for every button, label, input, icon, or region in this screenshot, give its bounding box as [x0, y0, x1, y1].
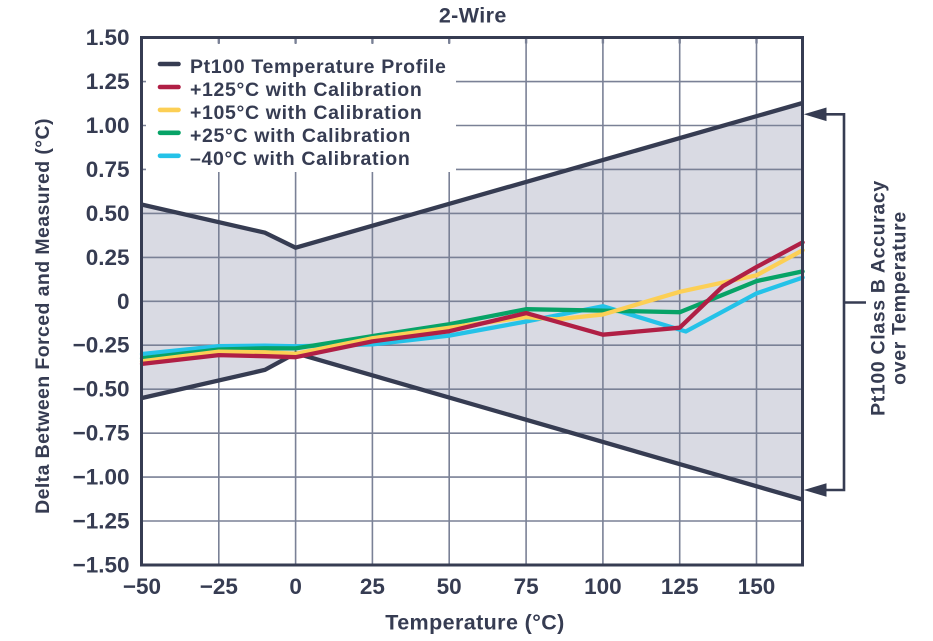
svg-text:1.00: 1.00	[86, 113, 130, 138]
svg-text:0.75: 0.75	[86, 157, 130, 182]
svg-text:0.25: 0.25	[86, 245, 130, 270]
svg-text:+25°C with Calibration: +25°C with Calibration	[190, 125, 411, 147]
svg-text:−0.75: −0.75	[73, 421, 130, 446]
svg-text:150: 150	[738, 574, 776, 599]
svg-text:1.50: 1.50	[86, 25, 130, 50]
svg-text:over Temperature: over Temperature	[889, 211, 911, 385]
svg-text:Pt100 Temperature Profile: Pt100 Temperature Profile	[190, 56, 446, 78]
svg-text:Temperature (°C): Temperature (°C)	[385, 611, 564, 635]
svg-text:1.25: 1.25	[86, 69, 130, 94]
svg-text:125: 125	[661, 574, 699, 599]
svg-text:0.50: 0.50	[86, 201, 130, 226]
svg-text:–40°C with Calibration: –40°C with Calibration	[190, 148, 410, 170]
svg-text:+105°C with Calibration: +105°C with Calibration	[190, 102, 422, 124]
svg-text:−0.25: −0.25	[73, 333, 130, 358]
svg-text:0: 0	[117, 289, 130, 314]
svg-text:2-Wire: 2-Wire	[439, 4, 507, 28]
svg-text:−1.25: −1.25	[73, 509, 130, 534]
svg-text:+125°C with Calibration: +125°C with Calibration	[190, 79, 422, 101]
svg-text:−0.50: −0.50	[73, 377, 130, 402]
svg-text:−1.50: −1.50	[73, 553, 130, 578]
svg-text:Pt100 Class B Accuracy: Pt100 Class B Accuracy	[868, 180, 890, 416]
svg-text:Delta Between Forced and Measu: Delta Between Forced and Measured (°C)	[32, 118, 54, 514]
svg-text:50: 50	[437, 574, 462, 599]
svg-text:−1.00: −1.00	[73, 465, 130, 490]
svg-text:−50: −50	[123, 574, 161, 599]
svg-text:25: 25	[360, 574, 385, 599]
svg-text:0: 0	[289, 574, 302, 599]
svg-text:100: 100	[584, 574, 622, 599]
svg-text:−25: −25	[200, 574, 238, 599]
svg-text:75: 75	[514, 574, 539, 599]
